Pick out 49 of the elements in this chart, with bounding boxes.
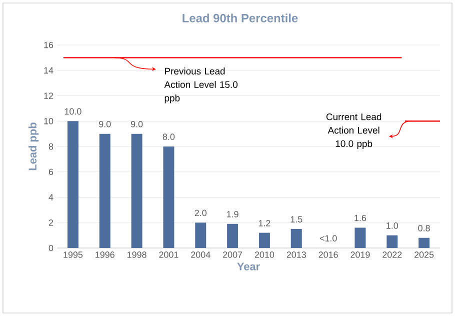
y-tick-label: 2	[48, 219, 54, 226]
y-tick-label: 16	[44, 42, 54, 48]
x-tick-label: 2007	[223, 252, 242, 258]
data-label: 1.5	[290, 216, 302, 222]
x-axis-title: Year	[237, 262, 260, 270]
data-label: 1.9	[227, 211, 238, 218]
bar	[386, 235, 398, 248]
bar	[195, 222, 206, 248]
bar	[67, 121, 78, 248]
x-tick-label: 2004	[191, 252, 210, 258]
bar	[227, 224, 238, 248]
data-label: 9.0	[130, 120, 143, 128]
data-label: 8.0	[162, 134, 175, 140]
y-tick-label: 0	[48, 244, 54, 252]
x-tick-label: 1998	[128, 252, 146, 258]
data-label: 9.0	[99, 120, 111, 128]
data-label: 1.0	[386, 222, 398, 229]
legend-label: Previous Lead Action Level 15.0 ppb	[164, 68, 238, 104]
text: <1.0	[320, 235, 337, 242]
data-label: 2.0	[194, 210, 207, 216]
data-label: 1.2	[258, 220, 270, 226]
bar	[354, 228, 366, 248]
x-tick-label: 2025	[414, 252, 434, 258]
x-tick-label: 1995	[64, 252, 83, 258]
data-label: 0.8	[418, 224, 430, 232]
bar	[418, 238, 430, 248]
data-label: 10.0	[64, 108, 82, 115]
ref-line-label: Current Lead Action Level 10.0 ppb	[326, 113, 382, 149]
chart-title: Lead 90th Percentile	[182, 14, 298, 22]
bar	[131, 134, 142, 248]
data-label: 1.6	[354, 214, 366, 222]
y-tick-label: 12	[44, 92, 54, 99]
y-tick-label: 4	[48, 194, 54, 200]
y-tick-label: 14	[44, 67, 54, 74]
x-tick-label: 2022	[382, 252, 402, 258]
x-tick-label: 2010	[254, 252, 274, 258]
x-tick-label: 1996	[96, 252, 114, 258]
y-axis-title: Lead ppb	[28, 122, 39, 170]
bar	[163, 146, 174, 248]
x-tick-label: 2019	[350, 252, 370, 258]
y-tick-label: 8	[48, 143, 54, 150]
bar	[258, 232, 270, 248]
bar	[290, 228, 302, 248]
x-tick-label: 2013	[286, 252, 306, 258]
y-tick-label: 6	[48, 168, 54, 176]
x-tick-label: 2016	[318, 252, 338, 258]
bar	[99, 134, 110, 248]
y-tick-label: 10	[44, 118, 54, 124]
x-tick-label: 2001	[159, 252, 178, 258]
